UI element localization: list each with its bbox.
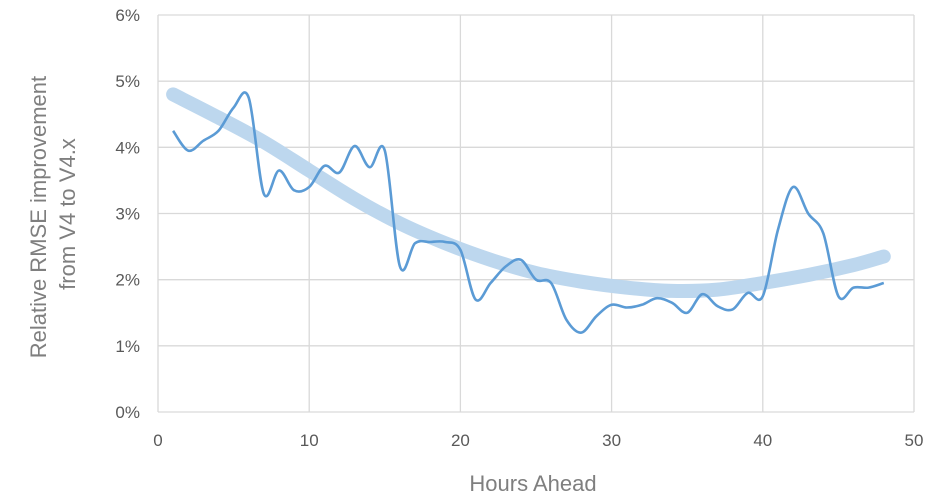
x-tick-label: 10	[300, 431, 319, 450]
gridlines	[157, 14, 915, 413]
x-tick-label: 30	[602, 431, 621, 450]
y-tick-label: 2%	[115, 271, 140, 290]
y-tick-label: 1%	[115, 337, 140, 356]
x-axis-ticks: 0 10 20 30 40 50	[153, 431, 923, 450]
x-tick-label: 40	[753, 431, 772, 450]
x-tick-label: 0	[153, 431, 162, 450]
y-tick-label: 5%	[115, 72, 140, 91]
y-axis-title-line-1: Relative RMSE improvement	[26, 76, 51, 358]
y-axis-title: Relative RMSE improvement from V4 to V4.…	[26, 70, 80, 359]
y-tick-label: 4%	[115, 138, 140, 157]
y-axis-title-line-2: from V4 to V4.x	[55, 138, 80, 290]
trendline	[166, 87, 891, 299]
y-axis-ticks: 0% 1% 2% 3% 4% 5% 6%	[115, 6, 140, 422]
y-tick-label: 0%	[115, 403, 140, 422]
observed-series-line	[172, 91, 885, 334]
x-tick-label: 20	[451, 431, 470, 450]
y-tick-label: 6%	[115, 6, 140, 25]
x-tick-label: 50	[905, 431, 924, 450]
y-tick-label: 3%	[115, 205, 140, 224]
x-axis-title: Hours Ahead	[469, 471, 596, 496]
